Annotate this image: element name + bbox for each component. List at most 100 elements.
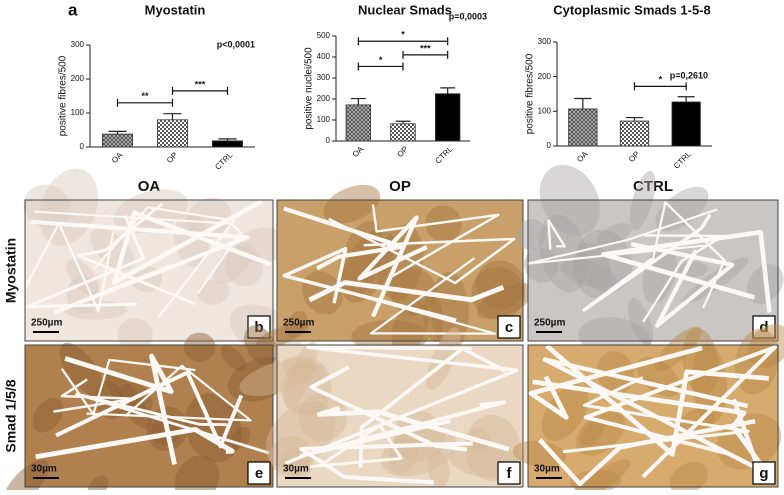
fibre <box>425 205 462 243</box>
fibre <box>539 214 588 293</box>
letter-box <box>247 315 271 339</box>
frame <box>24 344 274 488</box>
fibre <box>629 170 656 231</box>
fibre <box>284 311 308 338</box>
fibre-gap <box>55 370 244 449</box>
y-tick-label: 100 <box>538 106 552 115</box>
fibre-gap <box>34 210 242 294</box>
fibre <box>323 184 381 224</box>
fibre <box>430 271 469 351</box>
fibre <box>239 358 317 397</box>
fibre <box>426 327 461 390</box>
significance-label: * <box>659 75 663 85</box>
fibre-gap <box>371 204 500 280</box>
fibre <box>186 197 233 240</box>
fibre <box>516 218 546 251</box>
significance-bracket <box>171 86 229 95</box>
panel-letter: c <box>505 319 513 336</box>
fibre-gap <box>35 426 235 460</box>
fibre <box>32 398 64 433</box>
x-tick-label: OP <box>395 145 410 160</box>
micrograph <box>2 325 293 495</box>
chart-title: Myostatin <box>145 2 206 17</box>
fibre-gap <box>538 418 756 487</box>
y-tick-label: 300 <box>317 73 331 82</box>
x-tick-label: OP <box>627 150 642 165</box>
error-bar <box>108 130 127 135</box>
fibre <box>183 332 216 362</box>
fibre <box>380 427 457 477</box>
y-tick-label: 200 <box>71 74 85 83</box>
significance-label: *** <box>420 43 431 53</box>
fibre <box>627 297 654 346</box>
y-tick-label: 200 <box>317 94 331 103</box>
bar <box>101 133 134 148</box>
error-bar <box>440 87 456 94</box>
micrograph <box>23 168 301 357</box>
significance-bracket <box>357 62 404 71</box>
y-tick-label: 500 <box>317 31 331 40</box>
bar <box>434 93 461 142</box>
fibre <box>284 341 318 409</box>
fibre-gap <box>333 257 497 335</box>
fibre <box>269 436 313 478</box>
significance-label: * <box>379 55 383 65</box>
x-tick-label: CTRL <box>672 149 694 171</box>
x-tick-label: OA <box>110 150 125 165</box>
significance-bracket <box>116 98 174 107</box>
fibre-gap <box>542 357 761 472</box>
error-bar <box>625 116 644 122</box>
fibre <box>427 450 450 488</box>
fibre <box>23 184 72 229</box>
fibre-gap <box>309 365 468 452</box>
fibre <box>560 259 617 288</box>
fibre-gap <box>93 206 236 318</box>
error-bar <box>677 96 695 102</box>
bar <box>671 101 701 147</box>
chart-title: Nuclear Smads <box>358 2 452 17</box>
fibre-gap <box>630 241 735 328</box>
y-tick-label: 300 <box>538 37 552 46</box>
fibre <box>59 342 104 398</box>
fibre-gap <box>642 234 725 323</box>
fibre <box>95 380 125 420</box>
fibre <box>197 279 230 305</box>
error-bar <box>350 97 366 105</box>
panel-letter: d <box>759 319 768 336</box>
significance-bracket <box>402 50 449 59</box>
x-tick-label: OA <box>351 144 366 159</box>
y-tick-label: 400 <box>317 52 331 61</box>
fibre <box>580 419 605 447</box>
annotation: p<0,0001 <box>217 39 255 49</box>
error-bar <box>163 113 182 120</box>
fibre-gap <box>75 392 270 455</box>
frame <box>527 344 779 488</box>
significance-bracket <box>357 37 449 46</box>
scale-label: 250µm <box>534 318 565 329</box>
fibre <box>2 459 49 495</box>
fibre-gap <box>299 400 507 458</box>
annotation: p=0,0003 <box>449 11 487 21</box>
frame <box>527 199 779 342</box>
fibre-gap <box>308 280 505 303</box>
scale-label: 250µm <box>283 318 314 329</box>
micrograph <box>239 327 524 488</box>
x-tick-label: CTRL <box>213 150 235 172</box>
chart-title: Cytoplasmic Smads 1-5-8 <box>553 2 711 17</box>
scale-label: 30µm <box>534 464 560 475</box>
column-header: OA <box>138 178 161 195</box>
fibre-gap <box>25 214 146 309</box>
panel-label: a <box>68 0 78 19</box>
y-axis-label: positive fibres/500 <box>525 53 536 134</box>
y-tick-label: 0 <box>326 136 331 145</box>
fibre-gap <box>24 222 115 313</box>
fibre <box>298 393 347 442</box>
panel-letter: f <box>507 465 513 482</box>
micrograph <box>513 324 784 495</box>
scale-label: 30µm <box>31 464 57 475</box>
fibre <box>477 283 535 320</box>
letter-box <box>497 461 521 485</box>
fibre-gap <box>357 215 428 318</box>
fibre-gap <box>358 346 507 468</box>
bar <box>619 120 650 147</box>
